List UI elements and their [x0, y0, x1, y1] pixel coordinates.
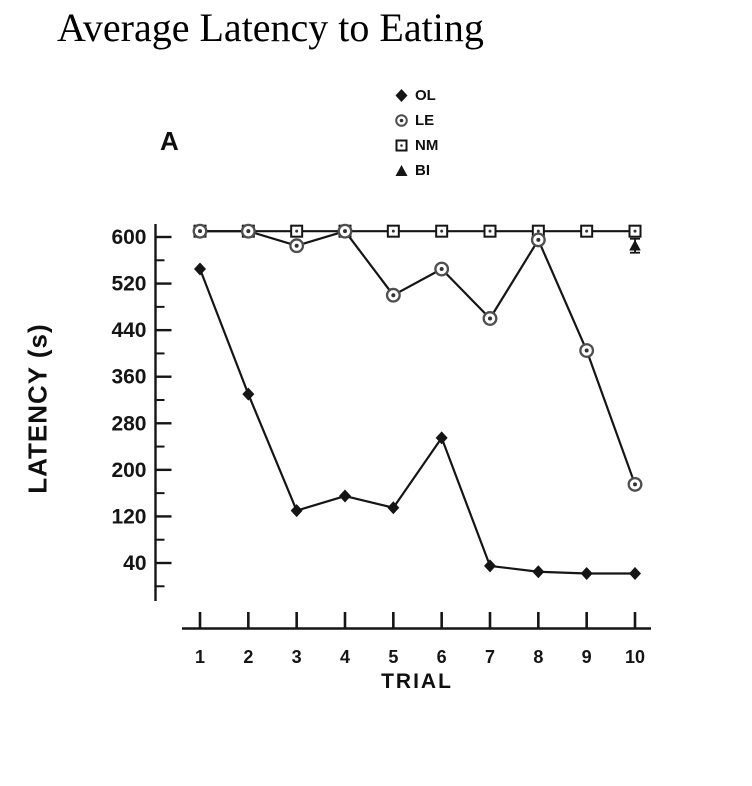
y-tick-label: 280 [111, 412, 146, 435]
x-axis-title: TRIAL [381, 670, 453, 693]
y-axis-title: LATENCY (s) [22, 323, 53, 494]
series-line-OL [198, 267, 637, 575]
x-tick-label: 5 [388, 647, 398, 667]
legend-label: BI [415, 162, 430, 179]
panel-label: A [160, 126, 179, 156]
filled-triangle-icon [395, 165, 408, 176]
series-markers-OL [194, 262, 641, 580]
x-tick-label: 1 [195, 647, 205, 667]
x-tick-label: 3 [292, 647, 302, 667]
filled-diamond-icon [395, 89, 408, 102]
legend-label: NM [415, 137, 439, 154]
open-square-icon [395, 139, 408, 152]
y-tick-label: 440 [111, 319, 146, 342]
x-tick-label: 4 [340, 647, 350, 667]
x-tick-label: 2 [243, 647, 253, 667]
y-tick-label: 120 [111, 505, 146, 528]
x-tick-label: 6 [437, 647, 447, 667]
y-tick-label: 200 [111, 459, 146, 482]
legend-item-ol: OL [394, 88, 438, 103]
open-circle-dot-icon [395, 114, 408, 127]
y-tick-label: 40 [123, 552, 146, 575]
series-markers-LE [192, 223, 643, 492]
y-tick-label: 520 [111, 273, 146, 296]
x-axis: 1 2 3 4 5 6 7 8 9 10 [182, 612, 651, 667]
legend-item-nm: NM [394, 138, 438, 153]
y-axis: 600 520 440 360 280 200 120 40 [111, 224, 172, 601]
series-markers-BI [194, 225, 641, 251]
series-line-LE [198, 230, 637, 486]
x-tick-label: 8 [533, 647, 543, 667]
y-tick-label: 360 [111, 366, 146, 389]
legend-item-bi: BI [394, 163, 438, 178]
legend-label: OL [415, 87, 436, 104]
legend-item-le: LE [394, 113, 438, 128]
x-tick-label: 7 [485, 647, 495, 667]
figure-title: Average Latency to Eating [57, 5, 484, 50]
y-tick-label: 600 [111, 226, 146, 249]
legend: OL LE NM BI [394, 88, 438, 178]
x-tick-label: 9 [582, 647, 592, 667]
x-tick-label: 10 [625, 647, 645, 667]
legend-label: LE [415, 112, 435, 129]
